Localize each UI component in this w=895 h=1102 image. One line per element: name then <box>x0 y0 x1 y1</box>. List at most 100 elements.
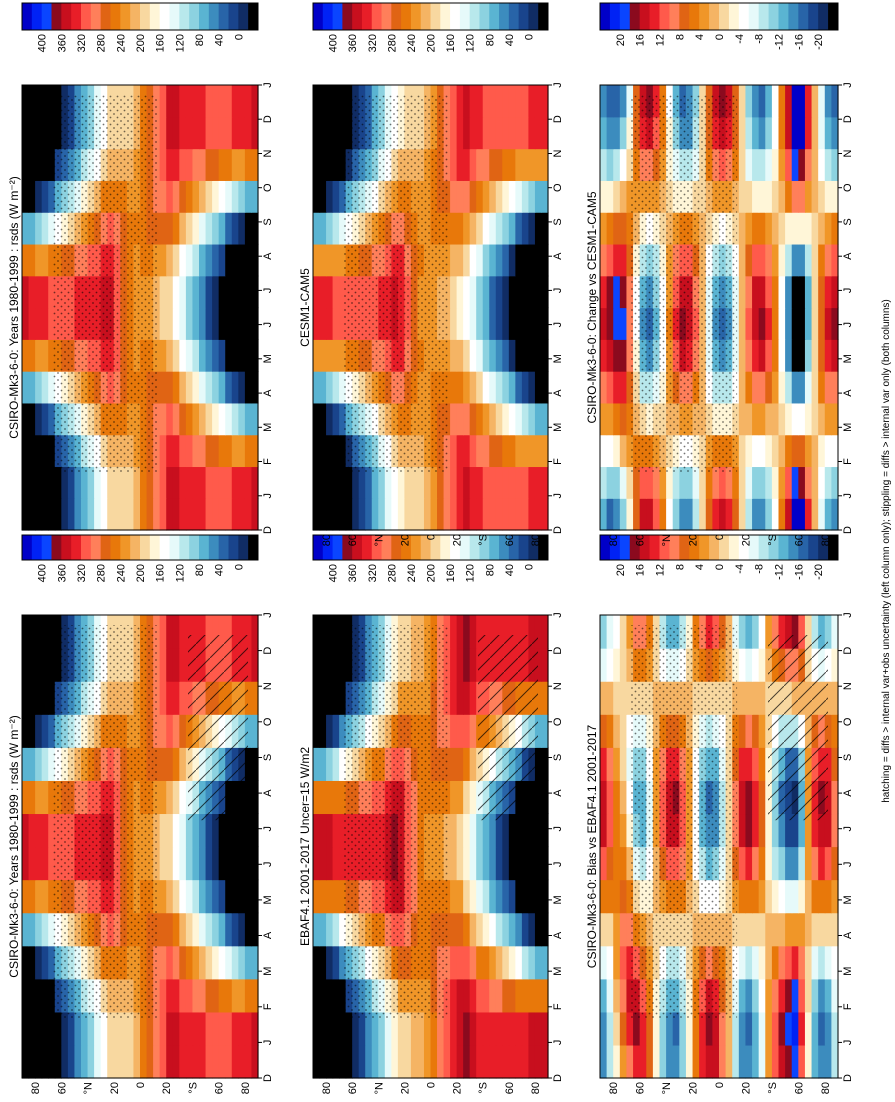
heatmap-cell <box>804 1011 813 1046</box>
heatmap-cell <box>502 1044 510 1079</box>
colorbar-swatch <box>238 535 249 560</box>
heatmap-cell <box>352 498 360 531</box>
heatmap-cell <box>534 1044 543 1079</box>
heatmap-cell <box>639 466 647 499</box>
heatmap-cell <box>450 1044 458 1079</box>
heatmap-cell <box>166 813 174 848</box>
heatmap-cell <box>326 615 334 649</box>
heatmap-cell <box>326 879 334 914</box>
heatmap-cell <box>166 912 174 947</box>
heatmap-cell <box>824 212 832 245</box>
heatmap-cell <box>185 1044 194 1079</box>
heatmap-cell <box>541 402 549 436</box>
heatmap-cell <box>606 813 614 848</box>
heatmap-cell <box>765 307 773 340</box>
heatmap-cell <box>600 180 608 213</box>
heatmap-cell <box>831 978 839 1013</box>
chart-layer: DJFMAMJJASONDJ8060°N20020°S6080CSIRO-Mk3… <box>7 2 854 1094</box>
heatmap-cell <box>244 275 253 309</box>
heatmap-cell <box>251 714 259 748</box>
heatmap-cell <box>231 615 239 649</box>
colorbar-tick-label: 0 <box>523 564 535 570</box>
colorbar-swatch <box>508 3 520 30</box>
panel-title: CSIRO-Mk3-6-0: Change vs CESM1-CAM5 <box>585 191 599 423</box>
heatmap-cell <box>218 1011 226 1046</box>
heatmap-cell <box>778 339 786 372</box>
heatmap-cell <box>35 243 43 277</box>
heatmap-cell <box>35 307 43 340</box>
heatmap-cell <box>646 1011 654 1046</box>
heatmap-cell <box>482 945 490 980</box>
heatmap-cell <box>495 275 503 309</box>
heatmap-cell <box>804 978 813 1013</box>
heatmap-cell <box>469 945 477 980</box>
colorbar-tick-label: 0 <box>714 564 726 570</box>
latitude-tick-label: 60 <box>635 1082 647 1094</box>
heatmap-cell <box>172 85 180 118</box>
heatmap-cell <box>534 945 543 980</box>
heatmap-cell <box>231 912 239 947</box>
heatmap-cell <box>831 434 839 468</box>
colorbar-swatch <box>342 535 353 560</box>
heatmap-cell <box>41 747 49 781</box>
colorbar-swatch <box>528 535 539 560</box>
heatmap-cell <box>765 339 773 372</box>
heatmap-cell <box>804 85 813 118</box>
heatmap-cell <box>778 498 786 531</box>
heatmap-cell <box>41 846 49 881</box>
heatmap-cell <box>456 714 464 748</box>
heatmap-cell <box>818 466 826 499</box>
month-tick-label: N <box>842 682 854 690</box>
month-tick-label: J <box>262 493 274 499</box>
month-tick-label: J <box>842 612 854 618</box>
heatmap-cell <box>811 243 819 277</box>
heatmap-cell <box>48 681 56 715</box>
heatmap-cell <box>489 1011 497 1046</box>
heatmap-cell <box>463 648 471 682</box>
heatmap-cell <box>652 1011 661 1046</box>
heatmap-cell <box>185 212 194 245</box>
heatmap-cell <box>166 714 174 748</box>
heatmap-cell <box>818 1011 826 1046</box>
heatmap-cell <box>606 275 614 309</box>
heatmap-cell <box>313 648 321 682</box>
colorbar-tick-label: 200 <box>426 34 438 52</box>
month-tick-label: A <box>842 931 854 939</box>
heatmap-cell <box>456 1011 464 1046</box>
colorbar-tick-label: 280 <box>386 34 398 52</box>
heatmap-cell <box>172 307 180 340</box>
heatmap-cell <box>619 434 628 468</box>
heatmap-cell <box>185 434 194 468</box>
heatmap-cell <box>482 307 490 340</box>
heatmap-cell <box>326 498 334 531</box>
heatmap-cell <box>725 498 733 531</box>
latitude-tick-label: 60 <box>504 1082 516 1094</box>
colorbar-swatch <box>459 535 471 560</box>
colorbar-swatch <box>778 535 789 560</box>
month-tick-label: J <box>262 612 274 618</box>
heatmap-cell <box>476 402 484 436</box>
latitude-tick-label: 0 <box>426 1082 438 1088</box>
heatmap-cell <box>185 1011 194 1046</box>
month-tick-label: A <box>552 789 564 797</box>
heatmap-cell <box>192 945 200 980</box>
heatmap-cell <box>692 498 700 531</box>
heatmap-cell <box>251 615 259 649</box>
heatmap-cell <box>319 180 327 213</box>
heatmap-cell <box>489 434 497 468</box>
latitude-tick-label: 80 <box>240 1082 252 1094</box>
month-tick-label: J <box>262 1040 274 1046</box>
heatmap-cell <box>495 148 503 181</box>
heatmap-cell <box>619 879 628 914</box>
heatmap-cell <box>35 648 43 682</box>
heatmap-cell <box>534 371 543 404</box>
heatmap-cell <box>332 1044 340 1079</box>
heatmap-cell <box>758 275 766 309</box>
heatmap-cell <box>35 945 43 980</box>
heatmap-cell <box>613 978 621 1013</box>
heatmap-cell <box>831 498 839 531</box>
heatmap-cell <box>811 1011 819 1046</box>
heatmap-cell <box>745 243 753 277</box>
heatmap-cell <box>752 912 760 947</box>
heatmap-cell <box>652 466 661 499</box>
